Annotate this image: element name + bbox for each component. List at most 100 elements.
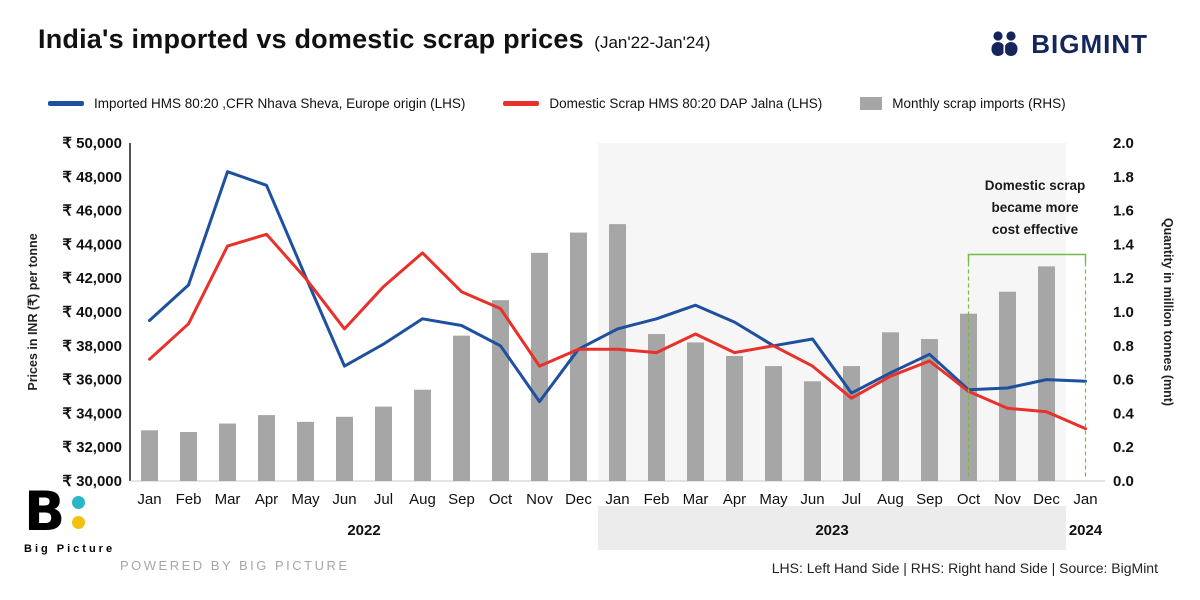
monthly-import-bar: [414, 389, 431, 481]
big-picture-logo-text: Big Picture: [24, 543, 116, 556]
right-tick-label: 0.0: [1113, 473, 1134, 490]
brand-name: BIGMINT: [1031, 28, 1148, 59]
chart-legend: Imported HMS 80:20 ,CFR Nhava Sheva, Eur…: [48, 96, 1066, 111]
monthly-import-bar: [180, 431, 197, 481]
year-label: 2023: [815, 522, 848, 539]
left-tick-label: ₹ 42,000: [62, 270, 122, 287]
right-axis-title: Quantity in million tonnes (mnt): [1161, 218, 1175, 406]
teal-dot-icon: [72, 496, 86, 509]
month-label: Jun: [800, 491, 824, 508]
left-tick-label: ₹ 40,000: [62, 304, 122, 321]
monthly-import-bar: [141, 430, 158, 481]
month-label: Oct: [957, 491, 981, 508]
left-tick-label: ₹ 50,000: [62, 135, 122, 152]
month-label: Oct: [489, 491, 513, 508]
big-picture-logo: B Big Picture: [24, 480, 120, 556]
abbreviation-source-note: LHS: Left Hand Side | RHS: Right hand Si…: [771, 560, 1158, 576]
month-label: Mar: [683, 491, 709, 508]
month-label: Jan: [137, 491, 161, 508]
month-label: Sep: [916, 491, 943, 508]
brand-logo: BIGMINT: [986, 26, 1148, 62]
year-shade: [598, 143, 1066, 481]
monthly-import-bar: [297, 421, 314, 481]
month-label: May: [291, 491, 320, 508]
monthly-import-bar: [765, 366, 782, 481]
monthly-import-bar: [1038, 266, 1055, 481]
yellow-dot-icon: [72, 516, 86, 529]
powered-by-text: POWERED BY BIG PICTURE: [120, 558, 350, 573]
month-label: Nov: [994, 491, 1021, 508]
monthly-import-bar: [648, 333, 665, 481]
year-label: 2022: [347, 522, 380, 539]
monthly-import-bar: [453, 335, 470, 481]
imports-bar-swatch: [860, 97, 883, 110]
left-tick-label: ₹ 36,000: [62, 372, 122, 389]
annotation-text: cost effective: [992, 222, 1079, 237]
legend-label-imports-bar: Monthly scrap imports (RHS): [892, 96, 1066, 111]
month-label: Aug: [877, 491, 904, 508]
month-label: Dec: [565, 491, 592, 508]
left-tick-label: ₹ 32,000: [62, 439, 122, 456]
chart-date-range: (Jan'22-Jan'24): [594, 33, 711, 52]
monthly-import-bar: [219, 423, 236, 481]
bigmint-icon: [991, 31, 1018, 56]
right-tick-label: 0.8: [1113, 338, 1134, 355]
monthly-import-bar: [882, 332, 899, 481]
legend-item-domestic: Domestic Scrap HMS 80:20 DAP Jalna (LHS): [503, 96, 822, 111]
domestic-line-swatch: [503, 101, 540, 106]
monthly-import-bar: [570, 232, 587, 481]
year-label: 2024: [1069, 522, 1103, 539]
monthly-import-bar: [921, 339, 938, 481]
monthly-import-bar: [492, 300, 509, 481]
monthly-import-bar: [375, 406, 392, 481]
month-label: Apr: [255, 491, 278, 508]
left-tick-label: ₹ 38,000: [62, 338, 122, 355]
month-label: Feb: [176, 491, 202, 508]
imported-line-swatch: [48, 101, 84, 106]
monthly-import-bar: [258, 415, 275, 481]
right-tick-label: 0.2: [1113, 439, 1134, 456]
month-label: Jul: [842, 491, 861, 508]
right-tick-label: 1.8: [1113, 169, 1134, 186]
month-label: Nov: [526, 491, 553, 508]
month-label: May: [759, 491, 788, 508]
left-tick-label: ₹ 48,000: [62, 169, 122, 186]
monthly-import-bar: [726, 355, 743, 481]
annotation-text: Domestic scrap: [985, 178, 1086, 193]
year-strip: [598, 506, 1066, 550]
page-title: India's imported vs domestic scrap price…: [38, 24, 710, 55]
month-label: Apr: [723, 491, 746, 508]
left-tick-label: ₹ 34,000: [62, 405, 122, 422]
left-tick-label: ₹ 44,000: [62, 236, 122, 253]
monthly-import-bar: [687, 342, 704, 481]
month-label: Mar: [215, 491, 241, 508]
right-tick-label: 1.2: [1113, 270, 1134, 287]
monthly-import-bar: [336, 416, 353, 481]
annotation-bracket: [967, 253, 1087, 263]
annotation-text: became more: [991, 200, 1079, 215]
legend-label-imported: Imported HMS 80:20 ,CFR Nhava Sheva, Eur…: [94, 96, 466, 111]
month-label: Aug: [409, 491, 436, 508]
big-picture-logo-b: B: [24, 480, 66, 543]
legend-item-imports-bar: Monthly scrap imports (RHS): [860, 96, 1066, 111]
month-label: Sep: [448, 491, 475, 508]
right-tick-label: 1.0: [1113, 304, 1134, 321]
chart-title: India's imported vs domestic scrap price…: [38, 24, 584, 54]
monthly-import-bar: [609, 224, 626, 481]
legend-label-domestic: Domestic Scrap HMS 80:20 DAP Jalna (LHS): [549, 96, 823, 111]
month-label: Dec: [1033, 491, 1060, 508]
month-label: Feb: [644, 491, 670, 508]
monthly-import-bar: [999, 291, 1016, 481]
left-tick-label: ₹ 30,000: [62, 473, 122, 490]
month-label: Jan: [1073, 491, 1097, 508]
month-label: Jun: [332, 491, 356, 508]
legend-item-imported: Imported HMS 80:20 ,CFR Nhava Sheva, Eur…: [48, 96, 465, 111]
right-tick-label: 0.4: [1113, 405, 1135, 422]
domestic-price-line: [148, 232, 1087, 431]
right-tick-label: 1.6: [1113, 203, 1134, 220]
big-picture-logo-dots: [72, 496, 86, 529]
right-tick-label: 0.6: [1113, 372, 1134, 389]
left-tick-label: ₹ 46,000: [62, 203, 122, 220]
